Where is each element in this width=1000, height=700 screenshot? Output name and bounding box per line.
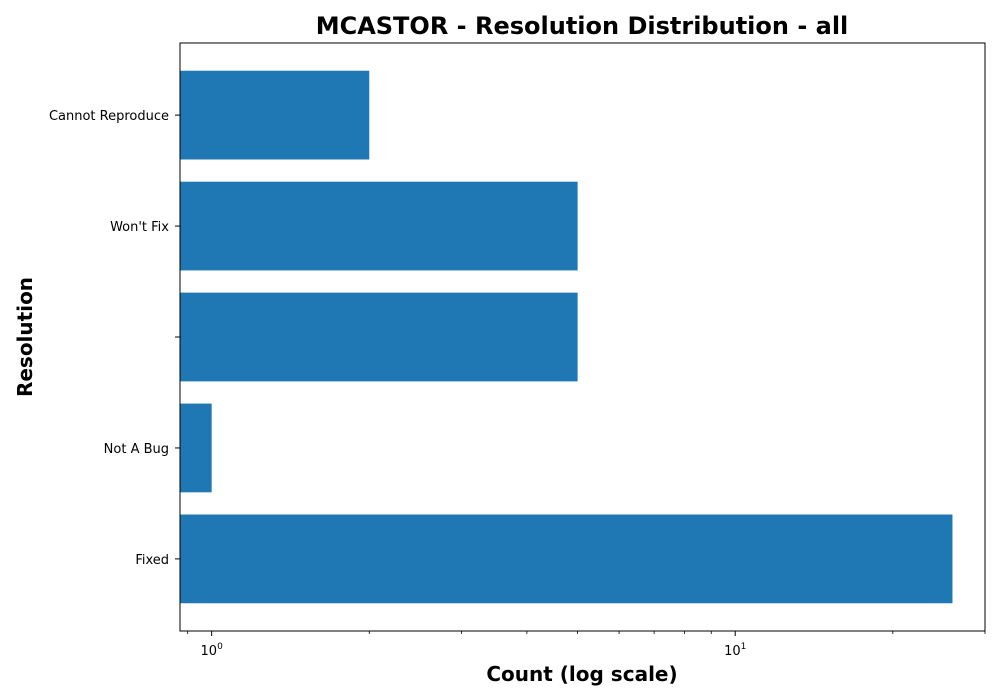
- x-axis-label: Count (log scale): [486, 662, 677, 686]
- y-tick-label: Cannot Reproduce: [49, 109, 169, 124]
- y-tick-label: Won't Fix: [110, 220, 169, 235]
- bars-layer: [180, 70, 953, 604]
- bar: [180, 292, 578, 382]
- bar: [180, 181, 578, 271]
- y-axis-label: Resolution: [13, 277, 37, 397]
- x-tick-label: 101: [724, 642, 746, 659]
- x-tick-label: 100: [201, 642, 224, 659]
- chart-title: MCASTOR - Resolution Distribution - all: [316, 12, 849, 40]
- ticks-layer: Fixed Not A Bug Won't Fix Cannot Reproduce 1…: [49, 109, 986, 659]
- bar: [180, 514, 953, 604]
- bar: [180, 403, 212, 493]
- y-tick-label: Not A Bug: [104, 442, 169, 457]
- y-tick-label: Fixed: [135, 553, 169, 568]
- bar: [180, 70, 370, 160]
